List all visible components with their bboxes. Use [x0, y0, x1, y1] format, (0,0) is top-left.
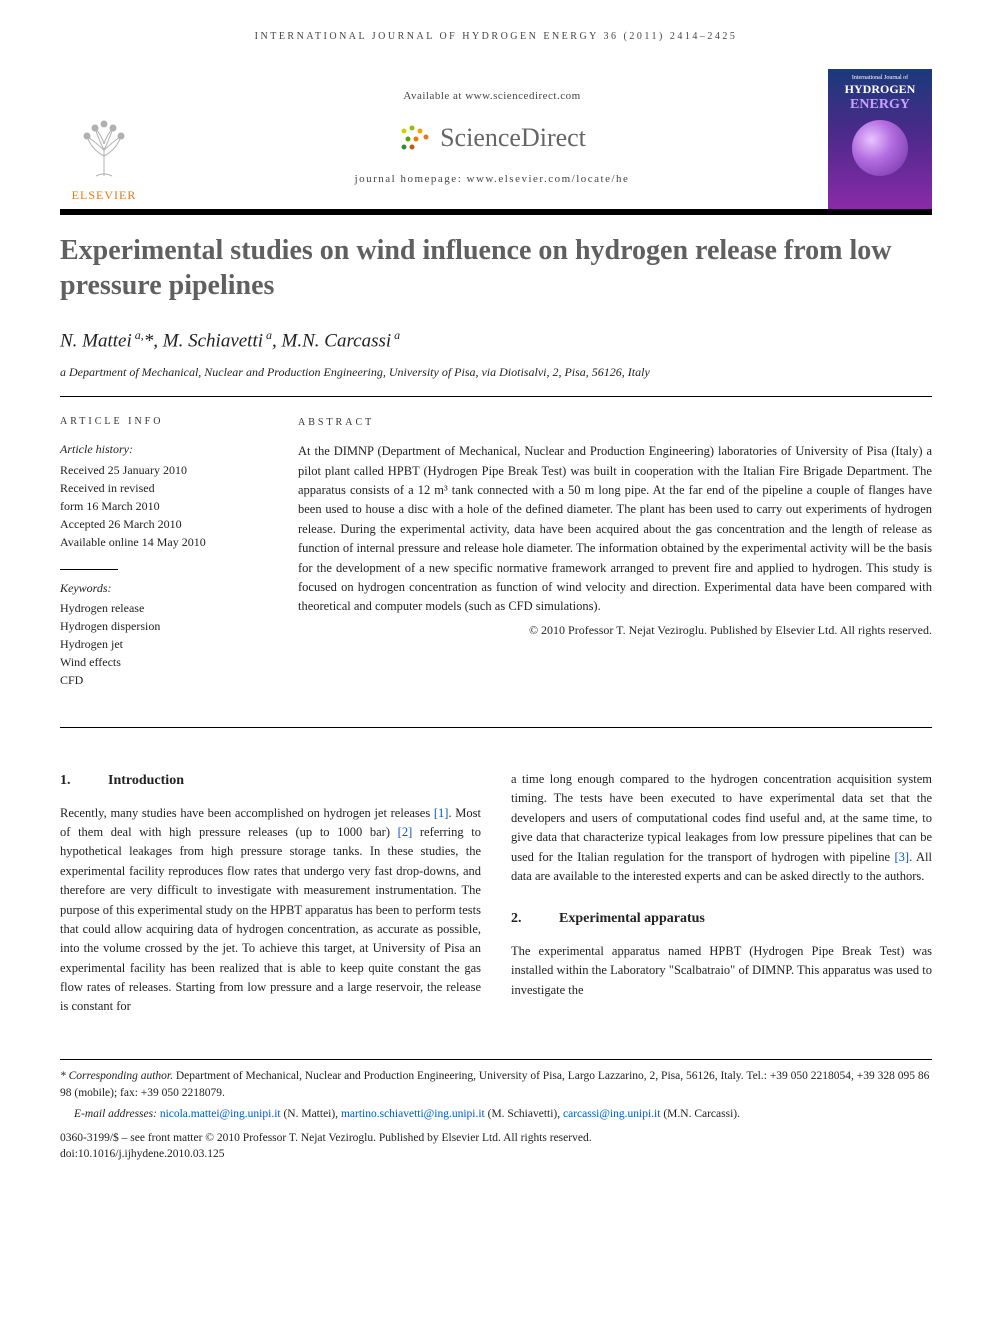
citation-link[interactable]: [2] — [398, 825, 413, 839]
text-run: referring to hypothetical leakages from … — [60, 825, 481, 1013]
article-title: Experimental studies on wind influence o… — [60, 233, 932, 303]
info-abstract-row: ARTICLE INFO Article history: Received 2… — [60, 397, 932, 728]
sciencedirect-brand: ScienceDirect — [398, 119, 586, 157]
section-number: 2. — [511, 908, 523, 930]
journal-homepage-line: journal homepage: www.elsevier.com/locat… — [355, 172, 630, 188]
history-line: Received 25 January 2010 — [60, 461, 268, 479]
issn-line: 0360-3199/$ – see front matter © 2010 Pr… — [60, 1130, 932, 1147]
email-label: E-mail addresses: — [74, 1108, 160, 1120]
section-title: Introduction — [108, 770, 184, 792]
masthead-center: Available at www.sciencedirect.com Scien… — [156, 69, 828, 209]
journal-cover-thumbnail: International Journal of HYDROGEN ENERGY — [828, 69, 932, 209]
corresponding-text: Department of Mechanical, Nuclear and Pr… — [60, 1070, 929, 1099]
abstract-head: ABSTRACT — [298, 415, 932, 431]
cover-title-line2: ENERGY — [850, 98, 910, 113]
email-footnote: E-mail addresses: nicola.mattei@ing.unip… — [60, 1106, 932, 1123]
cover-title-line1: HYDROGEN — [845, 83, 916, 96]
section-title: Experimental apparatus — [559, 908, 705, 930]
body-columns: 1. Introduction Recently, many studies h… — [60, 770, 932, 1029]
doi-line: doi:10.1016/j.ijhydene.2010.03.125 — [60, 1146, 932, 1163]
keyword: CFD — [60, 671, 268, 689]
footer-meta: 0360-3199/$ – see front matter © 2010 Pr… — [60, 1130, 932, 1163]
keywords-label: Keywords: — [60, 580, 268, 597]
email-link[interactable]: nicola.mattei@ing.unipi.it — [160, 1108, 281, 1120]
sciencedirect-dots-icon — [398, 123, 432, 153]
keyword: Hydrogen jet — [60, 635, 268, 653]
keywords-block: Keywords: Hydrogen release Hydrogen disp… — [60, 580, 268, 689]
article-info-column: ARTICLE INFO Article history: Received 2… — [60, 415, 268, 707]
publisher-logo: ELSEVIER — [60, 69, 156, 209]
keyword: Hydrogen dispersion — [60, 617, 268, 635]
abstract-column: ABSTRACT At the DIMNP (Department of Mec… — [298, 415, 932, 707]
section-number: 1. — [60, 770, 72, 792]
elsevier-tree-icon — [68, 113, 140, 185]
info-divider — [60, 569, 118, 570]
history-label: Article history: — [60, 441, 268, 458]
abstract-copyright: © 2010 Professor T. Nejat Veziroglu. Pub… — [298, 621, 932, 640]
history-line: Received in revised — [60, 479, 268, 497]
article-history-block: Article history: Received 25 January 201… — [60, 441, 268, 550]
history-line: form 16 March 2010 — [60, 497, 268, 515]
body-paragraph: a time long enough compared to the hydro… — [511, 770, 932, 886]
history-line: Available online 14 May 2010 — [60, 533, 268, 551]
section-heading-2: 2. Experimental apparatus — [511, 908, 932, 930]
email-who: (M. Schiavetti), — [485, 1108, 563, 1120]
corresponding-author-footnote: * Corresponding author. Department of Me… — [60, 1068, 932, 1103]
citation-link[interactable]: [1] — [434, 806, 449, 820]
article-info-head: ARTICLE INFO — [60, 415, 268, 430]
email-link[interactable]: carcassi@ing.unipi.it — [563, 1108, 660, 1120]
email-who: (M.N. Carcassi). — [660, 1108, 740, 1120]
authors-line: N. Mattei a,*, M. Schiavetti a, M.N. Car… — [60, 327, 932, 355]
email-link[interactable]: martino.schiavetti@ing.unipi.it — [341, 1108, 485, 1120]
cover-pretitle: International Journal of — [852, 75, 908, 82]
availability-line: Available at www.sciencedirect.com — [403, 89, 580, 105]
abstract-text: At the DIMNP (Department of Mechanical, … — [298, 442, 932, 616]
citation-link[interactable]: [3] — [895, 850, 910, 864]
text-run: a time long enough compared to the hydro… — [511, 772, 932, 864]
affiliation-line: a Department of Mechanical, Nuclear and … — [60, 364, 932, 381]
body-paragraph: The experimental apparatus named HPBT (H… — [511, 942, 932, 1000]
corresponding-label: * Corresponding author. — [60, 1070, 173, 1082]
text-run: Recently, many studies have been accompl… — [60, 806, 434, 820]
running-head: INTERNATIONAL JOURNAL OF HYDROGEN ENERGY… — [60, 30, 932, 45]
keyword: Wind effects — [60, 653, 268, 671]
history-line: Accepted 26 March 2010 — [60, 515, 268, 533]
masthead: ELSEVIER Available at www.sciencedirect.… — [60, 69, 932, 215]
cover-art-icon — [852, 120, 908, 176]
body-paragraph: Recently, many studies have been accompl… — [60, 804, 481, 1017]
email-who: (N. Mattei), — [281, 1108, 341, 1120]
publisher-name: ELSEVIER — [72, 187, 137, 204]
section-heading-1: 1. Introduction — [60, 770, 481, 792]
footnotes: * Corresponding author. Department of Me… — [60, 1059, 932, 1163]
keyword: Hydrogen release — [60, 599, 268, 617]
sciencedirect-wordmark: ScienceDirect — [440, 119, 586, 157]
